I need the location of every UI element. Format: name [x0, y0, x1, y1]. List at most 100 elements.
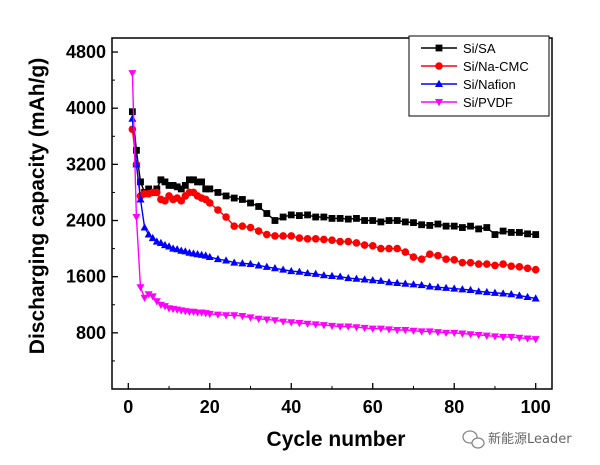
data-point-si-pvdf — [450, 329, 459, 338]
data-point-si-nafion — [368, 275, 377, 284]
data-point-si-sa — [304, 211, 311, 219]
data-point-si-pvdf — [482, 332, 491, 340]
data-point-si-na-cmc — [352, 239, 361, 247]
data-point-si-pvdf — [425, 328, 434, 336]
data-point-si-pvdf — [336, 323, 345, 331]
legend-item-si-nafion: Si/Nafion — [421, 77, 516, 92]
data-point-si-pvdf — [287, 319, 296, 327]
data-point-si-sa — [312, 213, 320, 221]
data-point-si-na-cmc — [320, 235, 328, 244]
data-point-si-sa — [328, 215, 336, 222]
data-point-si-nafion — [417, 280, 426, 289]
data-point-si-sa — [296, 212, 303, 220]
data-point-si-pvdf — [254, 315, 263, 323]
data-point-si-sa — [181, 182, 189, 189]
data-point-si-na-cmc — [279, 232, 287, 240]
data-point-si-na-cmc — [287, 232, 296, 240]
data-point-si-sa — [247, 199, 254, 207]
data-point-si-na-cmc — [205, 199, 214, 207]
data-point-si-sa — [198, 178, 206, 186]
data-point-si-na-cmc — [295, 234, 304, 242]
data-point-si-pvdf — [409, 327, 418, 335]
data-point-si-pvdf — [311, 321, 320, 329]
data-point-si-sa — [483, 224, 491, 231]
data-point-si-sa — [524, 230, 531, 238]
legend-label: Si/Nafion — [463, 77, 516, 92]
data-point-si-sa — [194, 178, 201, 186]
data-point-si-pvdf — [499, 334, 508, 342]
data-point-si-na-cmc — [466, 258, 475, 267]
data-point-si-sa — [271, 217, 279, 224]
y-tick-label: 1600 — [66, 267, 106, 287]
x-tick-label: 100 — [521, 397, 551, 417]
legend-label: Si/SA — [463, 41, 496, 56]
data-point-si-na-cmc — [128, 125, 137, 134]
data-point-si-na-cmc — [483, 260, 491, 268]
data-point-si-nafion — [490, 288, 499, 296]
data-point-si-pvdf — [515, 334, 524, 342]
data-point-si-pvdf — [222, 312, 231, 320]
data-point-si-pvdf — [262, 316, 271, 324]
data-point-si-na-cmc — [271, 232, 279, 240]
data-point-si-sa — [190, 176, 197, 184]
data-point-si-na-cmc — [328, 236, 336, 244]
legend-item-si-pvdf: Si/PVDF — [421, 95, 513, 110]
data-point-si-nafion — [287, 266, 296, 275]
data-point-si-pvdf — [531, 336, 540, 344]
data-point-si-pvdf — [213, 311, 222, 319]
data-point-si-na-cmc — [336, 237, 344, 246]
y-tick-label: 4800 — [66, 42, 106, 62]
data-point-si-nafion — [128, 114, 137, 122]
data-point-si-nafion — [360, 275, 369, 283]
data-point-si-na-cmc — [531, 265, 540, 274]
series-si-pvdf — [128, 70, 540, 344]
data-point-si-sa — [320, 213, 328, 221]
data-point-si-nafion — [165, 242, 174, 250]
data-point-si-pvdf — [352, 324, 361, 332]
legend-item-si-sa: Si/SA — [421, 41, 496, 56]
data-point-si-na-cmc — [153, 188, 161, 197]
data-point-si-pvdf — [152, 298, 161, 306]
data-point-si-pvdf — [132, 214, 141, 222]
data-point-si-sa — [410, 219, 417, 227]
legend-item-si-na-cmc: Si/Na-CMC — [421, 59, 529, 74]
data-point-si-nafion — [409, 280, 418, 288]
data-point-si-pvdf — [368, 325, 377, 333]
data-point-si-pvdf — [205, 310, 214, 319]
series-line-si-na-cmc — [131, 129, 536, 271]
data-point-si-pvdf — [319, 322, 328, 330]
x-tick-label: 80 — [444, 397, 464, 417]
data-point-si-nafion — [393, 278, 402, 286]
data-point-si-nafion — [425, 282, 434, 290]
data-point-si-sa — [426, 222, 434, 229]
data-point-si-nafion — [140, 223, 149, 231]
data-point-si-na-cmc — [222, 213, 230, 221]
data-point-si-pvdf — [393, 327, 402, 335]
data-point-si-nafion — [230, 258, 239, 266]
data-point-si-nafion — [482, 287, 491, 296]
data-point-si-nafion — [319, 271, 328, 279]
data-point-si-sa — [377, 218, 385, 226]
data-point-si-nafion — [156, 238, 165, 246]
data-point-si-sa — [401, 218, 409, 226]
data-point-si-pvdf — [136, 284, 145, 292]
y-tick-label: 4000 — [66, 98, 106, 118]
data-point-si-nafion — [442, 283, 451, 291]
data-point-si-sa — [369, 217, 377, 224]
legend-marker — [435, 44, 443, 52]
data-point-si-nafion — [499, 289, 508, 297]
data-point-si-sa — [165, 182, 173, 189]
data-point-si-na-cmc — [458, 258, 467, 267]
data-point-si-nafion — [238, 259, 247, 267]
data-point-si-pvdf — [295, 320, 304, 328]
data-point-si-sa — [279, 213, 287, 221]
data-point-si-pvdf — [474, 331, 483, 340]
y-tick-label: 2400 — [66, 211, 106, 231]
data-point-si-pvdf — [490, 333, 499, 341]
data-point-si-sa — [458, 224, 466, 231]
data-point-si-sa — [361, 217, 368, 224]
data-point-si-na-cmc — [377, 244, 385, 253]
data-point-si-nafion — [136, 195, 145, 203]
wechat-icon — [462, 430, 485, 449]
